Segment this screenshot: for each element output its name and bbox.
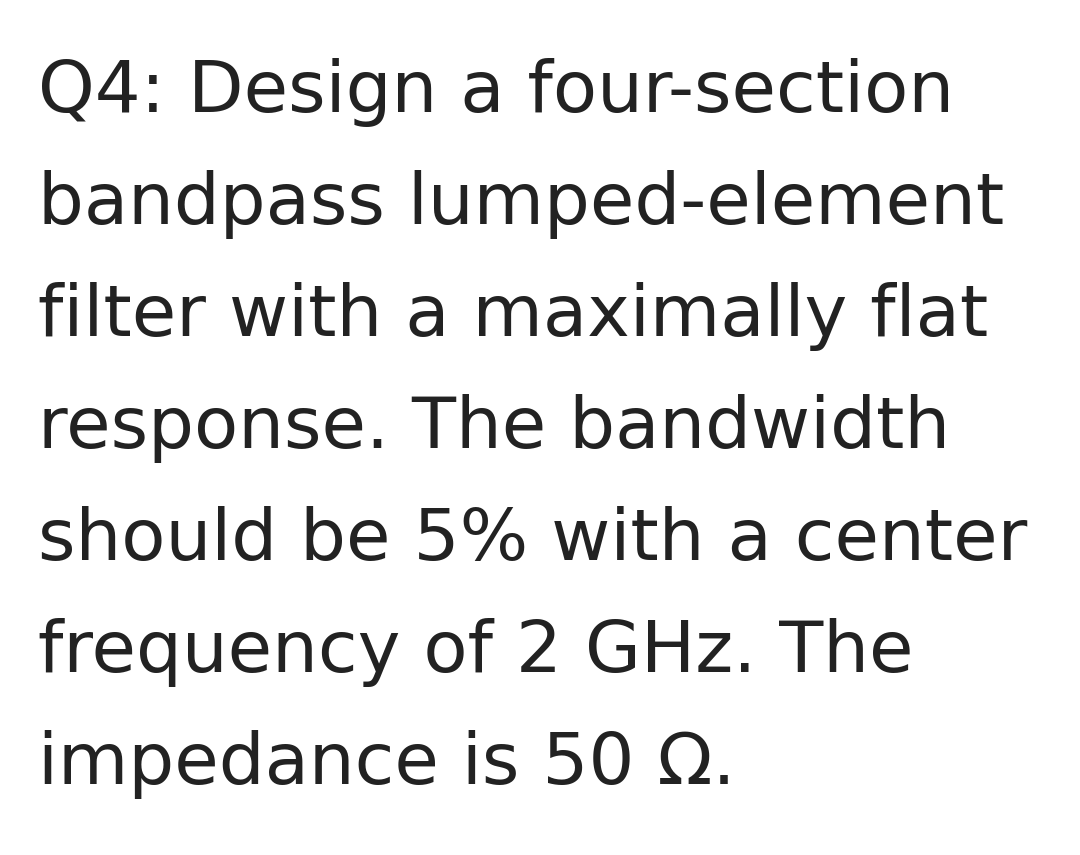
- Text: should be 5% with a center: should be 5% with a center: [38, 506, 1027, 575]
- Text: impedance is 50 Ω.: impedance is 50 Ω.: [38, 730, 735, 799]
- Text: Q4: Design a four-section: Q4: Design a four-section: [38, 58, 954, 127]
- Text: filter with a maximally flat: filter with a maximally flat: [38, 282, 988, 351]
- Text: response. The bandwidth: response. The bandwidth: [38, 394, 950, 463]
- Text: bandpass lumped-element: bandpass lumped-element: [38, 170, 1004, 239]
- Text: frequency of 2 GHz. The: frequency of 2 GHz. The: [38, 618, 914, 687]
